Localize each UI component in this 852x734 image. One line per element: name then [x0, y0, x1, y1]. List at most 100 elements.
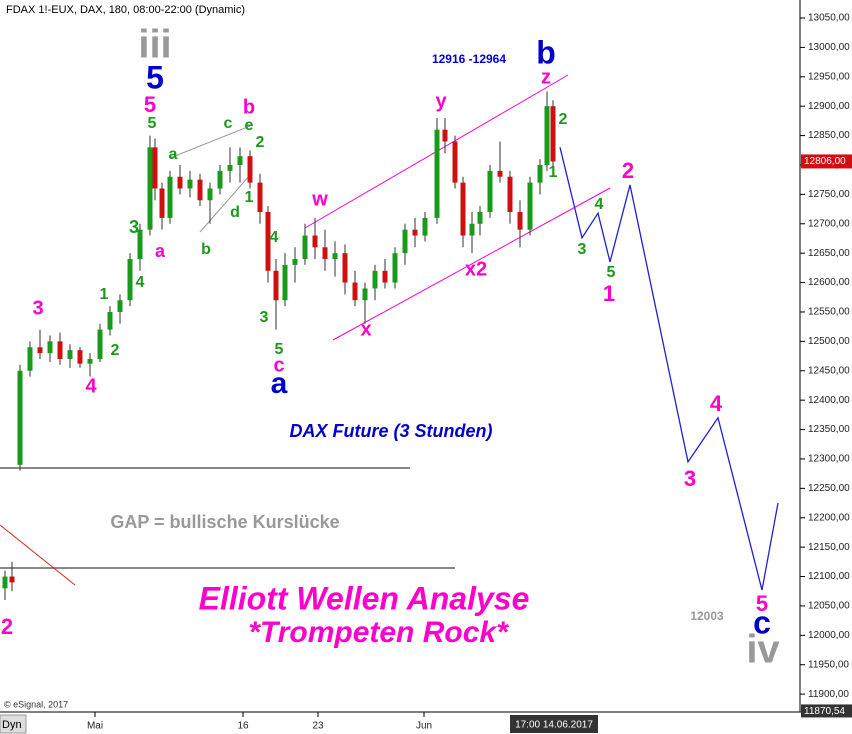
wave-label: x — [360, 318, 371, 340]
candle-body — [97, 329, 103, 359]
y-tick-label: 11900,00 — [808, 689, 849, 700]
candle-body — [527, 182, 533, 230]
last-price-label: 12806,00 — [804, 156, 846, 167]
y-tick-label: 11950,00 — [808, 659, 849, 670]
candle-body — [302, 235, 308, 260]
candle-body — [332, 253, 338, 260]
wave-label: b — [536, 34, 556, 70]
gap-note: GAP = bullische Kurslücke — [110, 512, 339, 532]
wave-label: 4 — [710, 391, 723, 416]
candle-body — [247, 156, 253, 183]
wave-label: 1 — [603, 281, 615, 306]
channel-line — [332, 187, 611, 341]
y-tick-label: 12950,00 — [808, 71, 850, 82]
candle-body — [322, 247, 328, 260]
wave-label: iii — [138, 23, 171, 67]
y-tick-label: 13050,00 — [808, 13, 850, 24]
wave-label: 5 — [146, 59, 164, 95]
wave-label: 4 — [595, 196, 604, 213]
crosshair-label: 17:00 14.06.2017 — [515, 720, 593, 731]
headline-2: *Trompeten Rock* — [248, 616, 509, 649]
wave-label: iv — [746, 628, 780, 672]
wave-label: 2 — [559, 111, 568, 128]
wave-label: 3 — [32, 297, 43, 319]
candle-body — [497, 170, 503, 177]
mode: Dyn — [2, 719, 22, 731]
candle-body — [342, 253, 348, 283]
wave-label: z — [541, 66, 551, 88]
candle-body — [17, 370, 23, 465]
candle-body — [177, 176, 183, 189]
candle-body — [469, 223, 475, 236]
candle-body — [27, 347, 33, 371]
candle-body — [167, 176, 173, 218]
y-tick-label: 12100,00 — [808, 571, 850, 582]
candle-body — [477, 212, 483, 224]
candle-body — [412, 229, 418, 236]
wave-label: w — [311, 188, 328, 210]
candle-body — [117, 300, 123, 312]
y-tick-label: 12300,00 — [808, 454, 850, 465]
wave-label: c — [273, 354, 284, 376]
candle-body — [147, 147, 153, 230]
wave-label: y — [435, 90, 447, 112]
x-tick-label: 23 — [312, 721, 324, 732]
wave-label: 3 — [260, 309, 269, 326]
y-tick-label: 12000,00 — [808, 630, 850, 641]
y-tick-label: 12600,00 — [808, 277, 850, 288]
subtitle: DAX Future (3 Stunden) — [290, 421, 493, 441]
wave-label: 5 — [607, 264, 616, 281]
range-note: 12916 -12964 — [432, 52, 506, 66]
candle-body — [362, 288, 368, 301]
wave-label: a — [155, 241, 166, 261]
y-tick-label: 12200,00 — [808, 512, 850, 523]
x-tick-label: Mai — [87, 721, 103, 732]
candle-body — [312, 235, 318, 248]
wave-label: 1 — [245, 189, 254, 206]
wave-label: c — [753, 604, 771, 640]
wave-label: a — [169, 146, 178, 163]
candle-body — [392, 253, 398, 283]
candle-body — [265, 212, 271, 271]
candle-body — [273, 270, 279, 301]
low-label-box — [801, 704, 852, 718]
trend-line — [0, 524, 76, 586]
crosshair-box — [510, 715, 598, 733]
wave-label: 2 — [1, 614, 13, 639]
wave-label: 2 — [256, 134, 265, 151]
wave-label: 2 — [111, 342, 120, 359]
candle-body — [57, 341, 63, 359]
wave-label: 3 — [684, 466, 696, 491]
y-tick-label: 12150,00 — [808, 542, 850, 553]
x-tick-label: 16 — [237, 721, 249, 732]
wave-label: 5 — [148, 115, 157, 132]
forecast-line — [559, 147, 779, 591]
last-price-box — [801, 154, 852, 169]
wave-label: 4 — [136, 274, 145, 291]
y-tick-label: 12750,00 — [808, 189, 850, 200]
wave-label: e — [245, 117, 254, 134]
x-tick-label: Jun — [416, 721, 432, 732]
triangle-line — [169, 125, 251, 159]
candle-body — [137, 229, 143, 260]
y-tick-label: 12050,00 — [808, 601, 850, 612]
candle-body — [257, 182, 263, 213]
candle-body — [77, 350, 83, 364]
candle-body — [9, 576, 15, 583]
candle-body — [227, 164, 233, 171]
y-tick-label: 12350,00 — [808, 424, 850, 435]
y-tick-label: 12500,00 — [808, 336, 850, 347]
candle-body — [187, 179, 193, 189]
candle-body — [2, 576, 8, 589]
candle-body — [402, 229, 408, 254]
wave-label: a — [271, 367, 288, 400]
candle-body — [452, 141, 458, 183]
wave-label: d — [230, 204, 240, 221]
y-tick-label: 12700,00 — [808, 218, 850, 229]
candle-body — [37, 347, 43, 354]
candle-body — [282, 264, 288, 301]
candle-body — [382, 270, 388, 283]
candle-body — [537, 164, 543, 183]
y-tick-label: 12250,00 — [808, 483, 850, 494]
